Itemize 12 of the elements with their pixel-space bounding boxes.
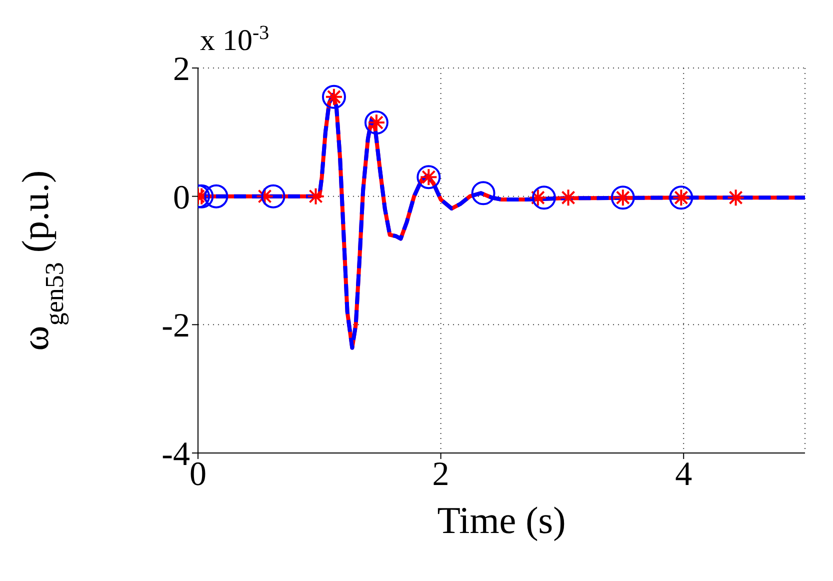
x-tick-label: 2 [432, 456, 450, 494]
x-tick-label: 4 [675, 456, 692, 494]
point [471, 181, 496, 206]
text: x 10$^{-3}$ [200, 22, 270, 57]
y-tick-label: 0 [173, 179, 190, 216]
point [261, 184, 286, 208]
y-tick-label: -2 [162, 308, 190, 345]
y-tick-label: 2 [173, 51, 190, 88]
point [532, 186, 556, 210]
x-axis-title: Time (s) [437, 500, 566, 542]
point [204, 184, 228, 208]
y-tick-label: -4 [162, 436, 190, 474]
